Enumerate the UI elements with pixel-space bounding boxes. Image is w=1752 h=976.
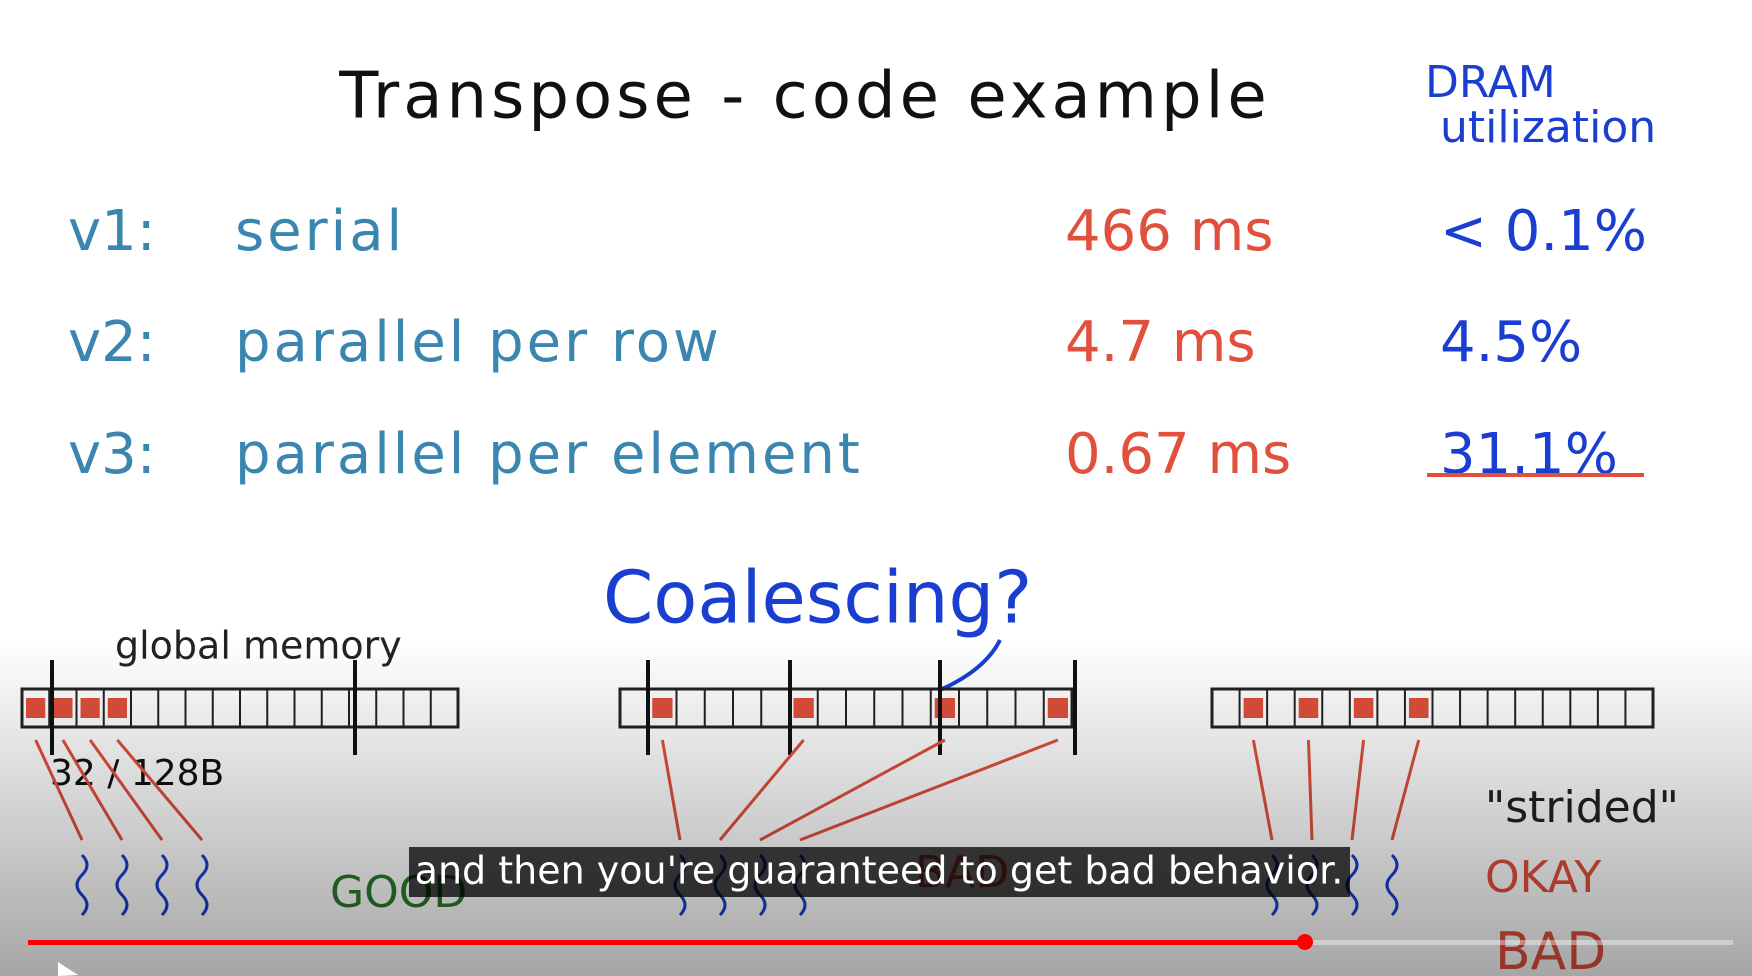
caption: and then you're guaranteed to get bad be… [415, 849, 1344, 893]
row-name: parallel per row [235, 310, 722, 375]
dram-heading: utilization [1440, 102, 1656, 153]
progress-handle[interactable] [1297, 934, 1313, 950]
row-time: 4.7 ms [1065, 310, 1256, 375]
row-util: 31.1% [1440, 422, 1618, 487]
row-name: serial [235, 199, 405, 264]
row-label: v2: [68, 310, 156, 375]
row-time: 466 ms [1065, 199, 1273, 264]
row-label: v1: [68, 199, 156, 264]
row-util: 4.5% [1440, 310, 1582, 375]
caption-box [409, 847, 1350, 897]
question: Coalescing? [603, 556, 1032, 640]
row-label: v3: [68, 422, 156, 487]
player-shade [0, 640, 1752, 976]
play-button[interactable] [58, 962, 78, 976]
row-util: < 0.1% [1440, 199, 1647, 264]
row-name: parallel per element [235, 422, 863, 487]
row-time: 0.67 ms [1065, 422, 1291, 487]
progress-played [28, 940, 1305, 945]
title: Transpose - code example [338, 60, 1271, 134]
dram-heading: DRAM [1425, 57, 1556, 108]
